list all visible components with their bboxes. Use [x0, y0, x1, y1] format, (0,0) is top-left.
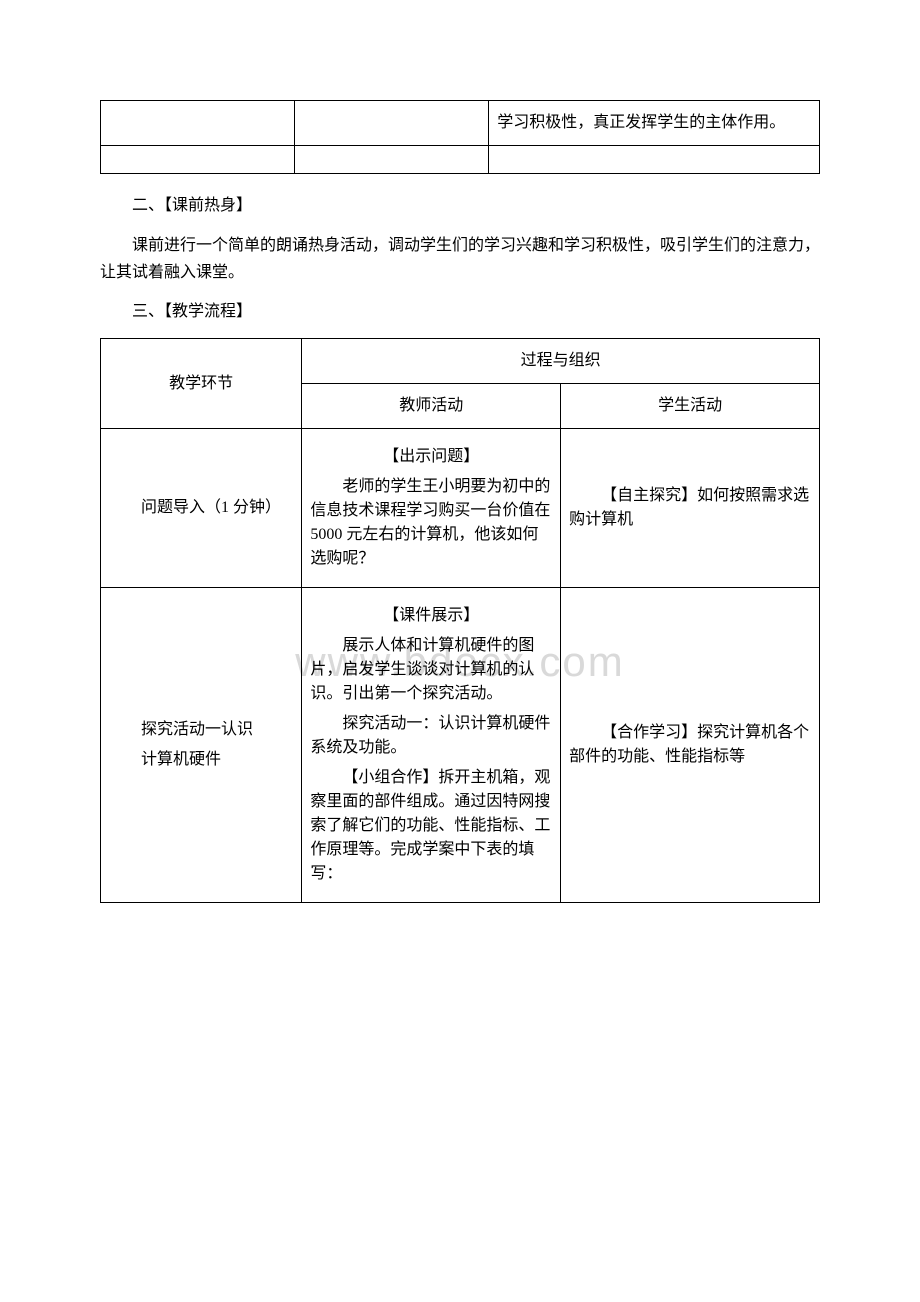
cell: 学习积极性，真正发挥学生的主体作用。	[489, 101, 820, 146]
cell	[101, 146, 295, 174]
table-row: 问题导入（1 分钟） 【出示问题】 老师的学生王小明要为初中的信息技术课程学习购…	[101, 429, 820, 588]
header-teacher: 教师活动	[302, 384, 561, 429]
paragraph-warmup: 课前进行一个简单的朗诵热身活动，调动学生们的学习兴趣和学习积极性，吸引学生们的注…	[100, 232, 820, 286]
cell	[101, 101, 295, 146]
header-student: 学生活动	[561, 384, 820, 429]
bracket-label: 【课件展示】	[310, 604, 552, 628]
segment-label-line2: 计算机硬件	[109, 748, 293, 772]
section-heading-3: 三、【教学流程】	[100, 300, 820, 324]
cell-student: 【自主探究】如何按照需求选购计算机	[561, 429, 820, 588]
cell-segment: 问题导入（1 分钟）	[101, 429, 302, 588]
top-table: 学习积极性，真正发挥学生的主体作用。	[100, 100, 820, 174]
table-header-row: 教学环节 过程与组织	[101, 339, 820, 384]
header-process: 过程与组织	[302, 339, 820, 384]
teaching-flow-table: 教学环节 过程与组织 教师活动 学生活动 问题导入（1 分钟） 【出示问题】 老…	[100, 338, 820, 903]
table-row: 探究活动一认识 计算机硬件 【课件展示】 展示人体和计算机硬件的图片，启发学生谈…	[101, 588, 820, 903]
cell-segment: 探究活动一认识 计算机硬件	[101, 588, 302, 903]
cell	[489, 146, 820, 174]
cell	[295, 101, 489, 146]
bracket-label: 【出示问题】	[310, 445, 552, 469]
student-text: 【合作学习】探究计算机各个部件的功能、性能指标等	[569, 721, 811, 769]
teacher-text: 【小组合作】拆开主机箱，观察里面的部件组成。通过因特网搜索了解它们的功能、性能指…	[310, 766, 552, 886]
teacher-text: 展示人体和计算机硬件的图片，启发学生谈谈对计算机的认识。引出第一个探究活动。	[310, 634, 552, 706]
segment-label: 问题导入（1 分钟）	[109, 496, 293, 520]
segment-label-line1: 探究活动一认识	[109, 718, 293, 742]
teacher-text: 老师的学生王小明要为初中的信息技术课程学习购买一台价值在5000 元左右的计算机…	[310, 475, 552, 571]
cell-teacher: 【出示问题】 老师的学生王小明要为初中的信息技术课程学习购买一台价值在5000 …	[302, 429, 561, 588]
student-text: 【自主探究】如何按照需求选购计算机	[569, 484, 811, 532]
content: 学习积极性，真正发挥学生的主体作用。 二、【课前热身】 课前进行一个简单的朗诵热…	[100, 100, 820, 903]
section-heading-2: 二、【课前热身】	[100, 194, 820, 218]
cell-student: 【合作学习】探究计算机各个部件的功能、性能指标等	[561, 588, 820, 903]
header-segment: 教学环节	[101, 339, 302, 429]
teacher-text: 探究活动一：认识计算机硬件系统及功能。	[310, 712, 552, 760]
cell-teacher: 【课件展示】 展示人体和计算机硬件的图片，启发学生谈谈对计算机的认识。引出第一个…	[302, 588, 561, 903]
table-row	[101, 146, 820, 174]
table-row: 学习积极性，真正发挥学生的主体作用。	[101, 101, 820, 146]
cell	[295, 146, 489, 174]
